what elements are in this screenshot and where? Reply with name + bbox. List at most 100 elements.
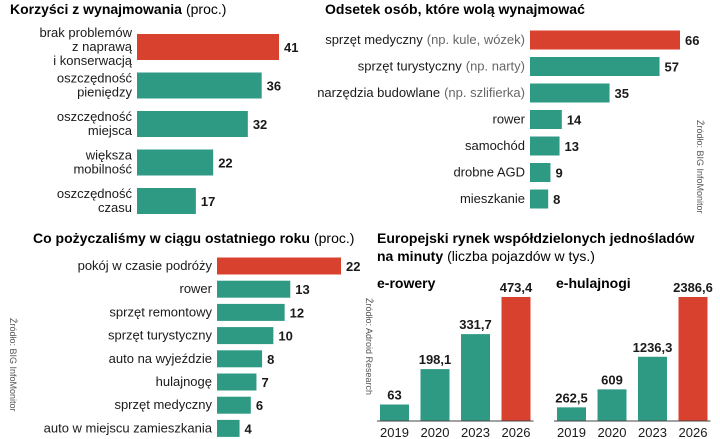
- value-label: 4: [245, 421, 253, 436]
- bar-escooters-0: [557, 407, 586, 421]
- category-label: auto na wyjeździe: [109, 351, 212, 366]
- value-label: 13: [295, 282, 309, 297]
- value-label: 17: [201, 194, 215, 209]
- bar-prefer-rent-0: [530, 30, 680, 50]
- category-label: mieszkanie: [460, 191, 525, 206]
- value-label: 66: [685, 33, 699, 48]
- bar-prefer-rent-5: [530, 163, 551, 182]
- category-label: rower: [179, 281, 212, 296]
- value-label: 35: [615, 86, 629, 101]
- year-label: 2019: [380, 425, 409, 439]
- category-label: narzędzia budowlane (np. szlifierka): [317, 85, 525, 100]
- bar-borrowed-3: [217, 327, 274, 345]
- bar-benefits-3: [137, 149, 214, 176]
- value-label: 8: [553, 192, 560, 207]
- category-label: brak problemów: [40, 25, 133, 40]
- borrowed-title: Co pożyczaliśmy w ciągu ostatniego roku(…: [33, 230, 354, 246]
- bar-prefer-rent-3: [530, 110, 562, 129]
- bar-borrowed-0: [217, 257, 341, 275]
- borrowed-source: Źródło: BIG InfoMonitor: [8, 318, 18, 412]
- year-label: 2026: [679, 425, 708, 439]
- category-label: miejsca: [88, 123, 133, 138]
- year-label: 2019: [557, 425, 586, 439]
- bar-prefer-rent-6: [530, 189, 549, 209]
- value-label: 331,7: [459, 317, 492, 332]
- year-label: 2020: [421, 425, 450, 439]
- borrowed-chart: 22 pokój w czasie podróży 13 rower 12 sprzęt …: [44, 257, 360, 437]
- value-label: 10: [278, 329, 292, 344]
- bar-escooters-2: [638, 356, 667, 421]
- category-label: sprzęt remontowy: [109, 304, 212, 319]
- bar-ebikes-1: [420, 369, 450, 421]
- prefer-rent-title: Odsetek osób, które wolą wynajmować: [325, 1, 585, 17]
- value-label: 1236,3: [633, 340, 673, 355]
- year-label: 2023: [461, 425, 490, 439]
- value-label: 32: [253, 117, 267, 132]
- market-source: Źródło: Adroid Research: [364, 298, 374, 395]
- bar-borrowed-4: [217, 350, 263, 368]
- category-label: mobilność: [73, 162, 132, 177]
- bar-benefits-0: [137, 34, 279, 60]
- bar-ebikes-2: [461, 334, 490, 421]
- bar-escooters-1: [597, 389, 627, 421]
- category-label: pieniędzy: [77, 85, 132, 100]
- category-label: samochód: [465, 138, 525, 153]
- category-label: auto w miejscu zamieszkania: [44, 420, 213, 435]
- year-label: 2023: [638, 425, 667, 439]
- value-label: 36: [267, 79, 281, 94]
- bar-borrowed-7: [217, 419, 240, 437]
- bar-escooters-3: [678, 297, 708, 421]
- bar-prefer-rent-2: [530, 83, 610, 103]
- value-label: 13: [565, 139, 579, 154]
- bar-prefer-rent-1: [530, 57, 660, 76]
- bar-borrowed-1: [217, 280, 291, 298]
- category-label: sprzęt medyczny: [114, 397, 212, 412]
- category-label: pokój w czasie podróży: [78, 258, 213, 273]
- value-label: 12: [290, 305, 304, 320]
- year-label: 2026: [502, 425, 531, 439]
- bar-benefits-2: [137, 111, 248, 137]
- category-label: czasu: [98, 200, 132, 215]
- escooters-chart: 262,5 2019 609 2020 1236,3 2023 2386,6 2026: [554, 280, 713, 439]
- bar-prefer-rent-4: [530, 136, 560, 156]
- escooters-subtitle: e-hulajnogi: [556, 275, 631, 291]
- ebikes-chart: 63 2019 198,1 2020 331,7 2023 473,4 2026: [377, 280, 534, 439]
- category-label: sprzęt turystyczny (np. narty): [358, 59, 525, 74]
- benefits-title: Korzyści z wynajmowania (proc.): [10, 1, 226, 17]
- value-label: 2386,6: [673, 280, 713, 295]
- value-label: 22: [346, 259, 360, 274]
- category-label: oszczędność: [57, 109, 133, 124]
- category-label: i konserwacją: [53, 53, 133, 68]
- category-label: rower: [492, 112, 525, 127]
- bar-borrowed-6: [217, 396, 251, 414]
- value-label: 63: [387, 387, 401, 402]
- year-label: 2020: [598, 425, 627, 439]
- value-label: 41: [284, 40, 298, 55]
- ebikes-subtitle: e-rowery: [377, 275, 436, 291]
- value-label: 14: [567, 113, 582, 128]
- value-label: 7: [261, 375, 268, 390]
- bar-benefits-1: [137, 72, 262, 99]
- category-label: oszczędność: [57, 186, 133, 201]
- value-label: 8: [267, 352, 274, 367]
- bar-borrowed-5: [217, 373, 257, 391]
- category-label: z naprawą: [72, 39, 133, 54]
- value-label: 262,5: [555, 390, 588, 405]
- bar-ebikes-3: [501, 297, 531, 421]
- category-label: drobne AGD: [453, 165, 525, 180]
- value-label: 9: [555, 166, 562, 181]
- bar-borrowed-2: [217, 303, 285, 321]
- value-label: 609: [601, 372, 623, 387]
- bar-ebikes-0: [380, 404, 409, 421]
- market-title: Europejski rynek współdzielonych jednośl…: [377, 230, 695, 246]
- value-label: 57: [665, 60, 679, 75]
- prefer-rent-source: Źródło: BIG InfoMonitor: [695, 120, 705, 214]
- value-label: 473,4: [500, 280, 533, 295]
- category-label: oszczędność: [57, 71, 133, 86]
- category-label: większa: [85, 148, 133, 163]
- category-label: hulajnogę: [156, 374, 212, 389]
- value-label: 198,1: [419, 352, 452, 367]
- value-label: 6: [256, 398, 263, 413]
